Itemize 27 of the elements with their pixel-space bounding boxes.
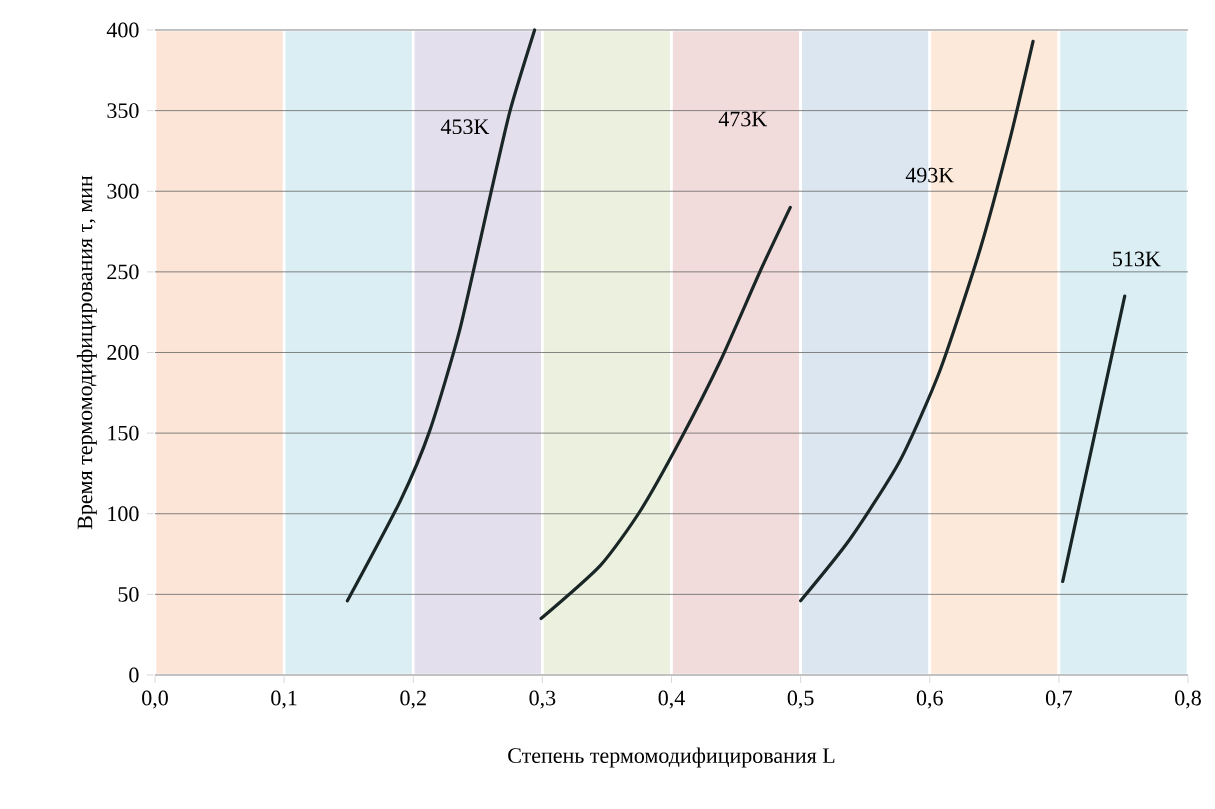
y-axis-title: Время термомодифицирования τ, мин (76, 175, 97, 530)
x-tick-label: 0,1 (271, 690, 297, 709)
line-series (539, 205, 792, 621)
annotation: 493K (905, 167, 954, 183)
x-tick-label: 0,8 (1175, 690, 1201, 709)
line-series (799, 39, 1035, 603)
y-tick-label: 50 (118, 586, 139, 602)
x-tick-label: 0,3 (529, 690, 556, 709)
x-tick-label: 0,5 (787, 690, 814, 709)
y-tick-label: 250 (107, 264, 139, 280)
annotation: 473K (718, 111, 767, 127)
x-tick-label: 0,2 (400, 690, 426, 709)
y-tick-label: 300 (107, 183, 139, 199)
line-series (345, 28, 537, 603)
annotation: 513K (1113, 251, 1161, 267)
y-tick-label: 350 (107, 103, 139, 119)
y-tick-label: 0 (129, 667, 139, 683)
x-tick-label: 0,4 (658, 690, 685, 709)
x-tick-label: 0,7 (1045, 690, 1072, 709)
y-tick-label: 200 (107, 345, 139, 360)
y-tick-label: 100 (108, 506, 139, 522)
x-tick-label: 0,0 (142, 690, 168, 709)
x-axis-title: Степень термомодифицирования L (508, 747, 835, 768)
x-tick-label: 0,6 (916, 690, 943, 709)
annotation: 453K (440, 119, 490, 135)
y-tick-label: 400 (106, 22, 139, 38)
y-tick-label: 150 (108, 425, 139, 441)
